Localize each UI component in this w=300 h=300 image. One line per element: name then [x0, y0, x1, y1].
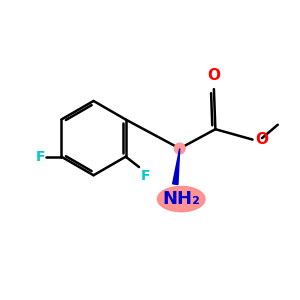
Text: NH₂: NH₂: [162, 190, 200, 208]
Text: F: F: [141, 169, 150, 183]
Text: O: O: [207, 68, 220, 82]
Text: F: F: [35, 150, 45, 164]
Circle shape: [174, 143, 185, 154]
Text: O: O: [255, 131, 268, 146]
Polygon shape: [172, 148, 180, 184]
Ellipse shape: [158, 186, 205, 212]
